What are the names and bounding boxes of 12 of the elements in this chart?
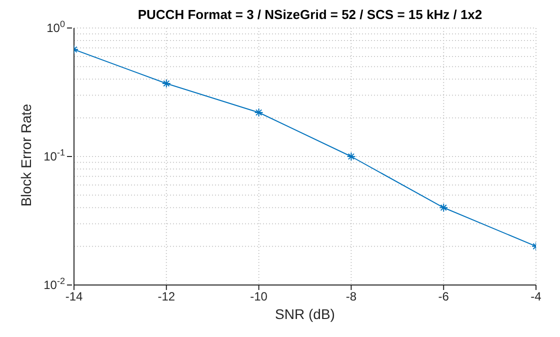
chart-title: PUCCH Format = 3 / NSizeGrid = 52 / SCS = 15 kHz / 1x2 <box>138 7 482 22</box>
x-tick-label: -4 <box>530 290 542 304</box>
x-tick-label: -12 <box>158 290 176 304</box>
x-tick-label: -14 <box>65 290 83 304</box>
x-tick-label: -6 <box>438 290 450 304</box>
x-tick-label: -8 <box>346 290 357 304</box>
y-axis-title: Block Error Rate <box>18 104 34 206</box>
y-tick-label: 10$^{-2}$ <box>44 276 65 292</box>
x-tick-label: -10 <box>250 290 268 304</box>
y-tick-label: 10$^{0}$ <box>46 19 65 35</box>
y-tick-label: 10$^{-1}$ <box>44 148 65 164</box>
x-axis-title: SNR (dB) <box>275 306 335 322</box>
